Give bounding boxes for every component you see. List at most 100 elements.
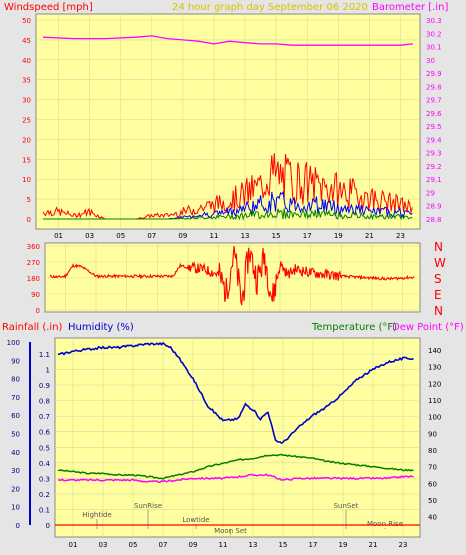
wind-y-tick: 25 bbox=[22, 117, 31, 125]
humidity-panel bbox=[54, 337, 421, 538]
rain-y-tick: 0.6 bbox=[39, 429, 51, 437]
rain-y-tick: 0.1 bbox=[39, 506, 50, 514]
temp-y-tick: 70 bbox=[428, 464, 437, 472]
temp-y-tick: 60 bbox=[428, 480, 437, 488]
humidity-line bbox=[57, 341, 414, 445]
barometer-line bbox=[42, 35, 413, 46]
compass-label: N bbox=[434, 304, 443, 318]
baro-y-tick: 29.2 bbox=[426, 163, 442, 171]
humidity-y-tick: 0 bbox=[16, 522, 20, 530]
humidity-y-tick: 20 bbox=[11, 485, 20, 493]
wind-y-tick: 20 bbox=[22, 136, 31, 144]
temperature-line bbox=[57, 453, 414, 480]
direction-panel-plot bbox=[49, 245, 415, 306]
baro-y-tick: 29.5 bbox=[426, 123, 442, 131]
wind-x-tick: 17 bbox=[303, 232, 312, 240]
wind-x-tick: 11 bbox=[209, 232, 218, 240]
temp-y-tick: 130 bbox=[428, 364, 441, 372]
wind-y-tick: 45 bbox=[22, 37, 31, 45]
baro-y-tick: 30.2 bbox=[426, 30, 442, 38]
compass-label: S bbox=[434, 272, 442, 286]
humidity-x-tick: 19 bbox=[339, 541, 348, 549]
event-label: Moon Set bbox=[214, 527, 247, 535]
wind-x-tick: 09 bbox=[178, 232, 187, 240]
humidity-x-tick: 17 bbox=[309, 541, 318, 549]
humidity-y-tick: 80 bbox=[11, 376, 20, 384]
humidity-x-tick: 13 bbox=[249, 541, 258, 549]
windspeed-label: Windspeed [mph] bbox=[4, 2, 93, 13]
baro-y-tick: 30.3 bbox=[426, 17, 442, 25]
wind-x-tick: 13 bbox=[241, 232, 250, 240]
temp-y-tick: 90 bbox=[428, 430, 437, 438]
rain-y-tick: 0.8 bbox=[39, 398, 50, 406]
baro-y-tick: 29.1 bbox=[426, 176, 442, 184]
wind-x-tick: 15 bbox=[272, 232, 281, 240]
event-label: SunRise bbox=[134, 502, 162, 510]
event-label: Lowtide bbox=[182, 516, 209, 524]
humidity-x-tick: 07 bbox=[159, 541, 168, 549]
direction-y-tick: 360 bbox=[27, 243, 40, 251]
humidity-x-tick: 11 bbox=[219, 541, 228, 549]
rain-y-tick: 0.3 bbox=[39, 475, 50, 483]
rain-y-tick: 0.9 bbox=[39, 382, 50, 390]
barometer-label: Barometer [.in] bbox=[372, 2, 448, 13]
humidity-y-tick: 50 bbox=[11, 431, 20, 439]
temp-y-tick: 50 bbox=[428, 497, 437, 505]
event-label: SunSet bbox=[334, 502, 359, 510]
humidity-x-tick: 01 bbox=[69, 541, 78, 549]
humidity-x-tick: 05 bbox=[129, 541, 138, 549]
compass-label: W bbox=[434, 256, 446, 270]
wind-x-tick: 05 bbox=[116, 232, 125, 240]
rain-y-tick: 0.5 bbox=[39, 444, 50, 452]
wind-x-tick: 03 bbox=[85, 232, 94, 240]
humidity-x-tick: 09 bbox=[189, 541, 198, 549]
humidity-y-tick: 40 bbox=[11, 449, 20, 457]
wind-y-tick: 50 bbox=[22, 17, 31, 25]
temp-y-tick: 140 bbox=[428, 347, 441, 355]
baro-y-tick: 28.8 bbox=[426, 216, 442, 224]
baro-y-tick: 29.4 bbox=[426, 136, 442, 144]
baro-y-tick: 29.3 bbox=[426, 150, 442, 158]
baro-y-tick: 28.9 bbox=[426, 203, 442, 211]
humidity-y-tick: 100 bbox=[7, 339, 20, 347]
rain-y-tick: 0.2 bbox=[39, 491, 50, 499]
dewpoint-label: Dew Point (°F) bbox=[392, 322, 464, 333]
wind-y-tick: 0 bbox=[27, 216, 31, 224]
dewpoint-line bbox=[57, 473, 414, 484]
temp-y-tick: 110 bbox=[428, 397, 441, 405]
wind-y-tick: 15 bbox=[22, 156, 31, 164]
humidity-x-tick: 21 bbox=[369, 541, 378, 549]
wind-y-tick: 35 bbox=[22, 77, 31, 85]
baro-y-tick: 29.8 bbox=[426, 83, 442, 91]
graph-title: 24 hour graph day bbox=[172, 2, 265, 13]
humidity-y-tick: 70 bbox=[11, 394, 20, 402]
wind-panel-grid bbox=[36, 14, 420, 229]
humidity-y-tick: 10 bbox=[11, 504, 20, 512]
event-label: Hightide bbox=[82, 511, 112, 519]
temp-y-tick: 120 bbox=[428, 380, 441, 388]
rain-y-tick: 0.7 bbox=[39, 413, 50, 421]
direction-y-tick: 0 bbox=[36, 307, 40, 315]
rain-y-tick: 0.4 bbox=[39, 460, 51, 468]
temperature-label: Temperature (°F) bbox=[311, 322, 397, 333]
baro-y-tick: 29.9 bbox=[426, 70, 442, 78]
wind-y-tick: 10 bbox=[22, 176, 31, 184]
humidity-x-tick: 15 bbox=[279, 541, 288, 549]
rain-y-tick: 1.1 bbox=[39, 351, 50, 359]
wind-direction-line bbox=[49, 245, 415, 306]
humidity-y-tick: 30 bbox=[11, 467, 20, 475]
wind-x-tick: 01 bbox=[54, 232, 63, 240]
wind-y-tick: 40 bbox=[22, 57, 31, 65]
wind-panel bbox=[35, 13, 421, 230]
temp-y-tick: 80 bbox=[428, 447, 437, 455]
compass-label: N bbox=[434, 240, 443, 254]
baro-y-tick: 29.6 bbox=[426, 110, 442, 118]
temp-y-tick: 100 bbox=[428, 414, 441, 422]
baro-y-tick: 29.7 bbox=[426, 97, 442, 105]
rainfall-label: Rainfall (.in) bbox=[2, 322, 63, 333]
wind-avg-line bbox=[43, 208, 413, 221]
wind-y-tick: 5 bbox=[27, 196, 31, 204]
baro-y-tick: 30.1 bbox=[426, 44, 442, 52]
